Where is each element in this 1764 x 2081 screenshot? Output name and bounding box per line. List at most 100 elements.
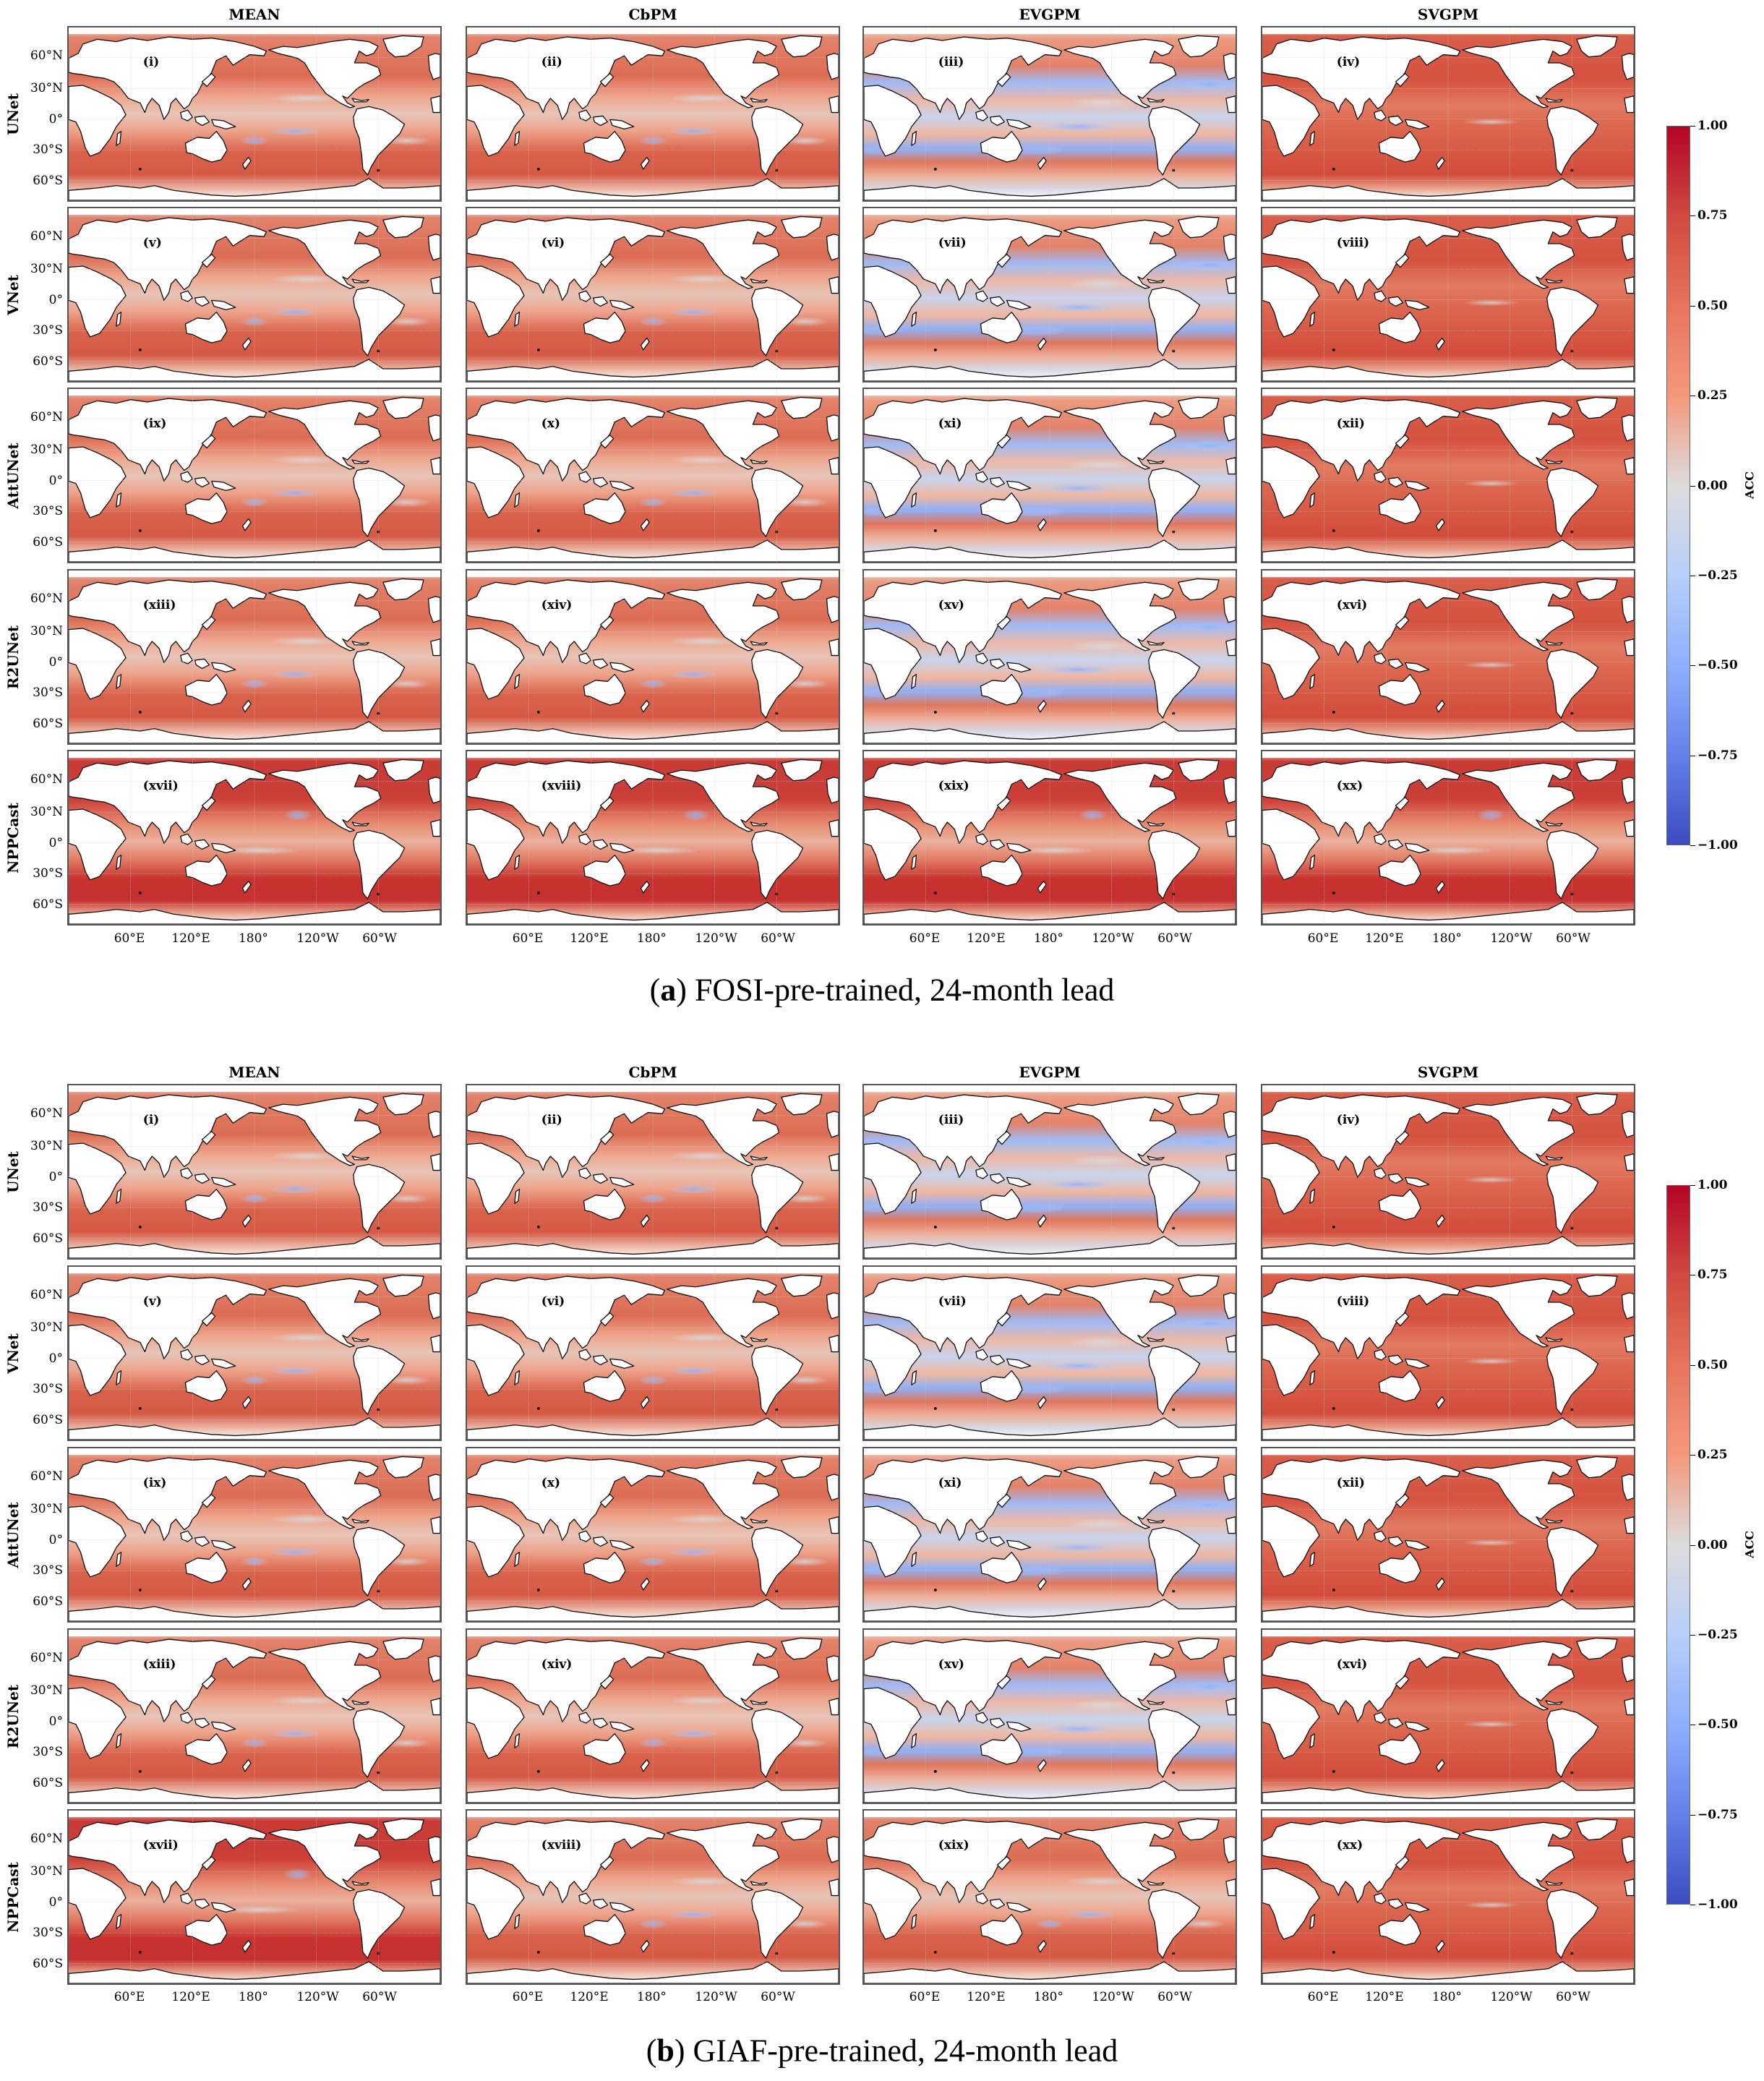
panel-label: (x) <box>541 1476 561 1491</box>
longitude-tick-label: 120°W <box>695 1990 737 2004</box>
latitude-tick-label: 30°S <box>33 1382 63 1397</box>
column-title: SVGPM <box>1417 6 1479 23</box>
panel-label: (viii) <box>1336 1294 1370 1309</box>
acc-map <box>467 1085 839 1258</box>
colorbar-title: ACC <box>1742 1531 1757 1558</box>
map-panel: (ix) <box>67 1447 442 1623</box>
panel-label: (xvii) <box>142 1838 179 1853</box>
panel-label: (ii) <box>541 55 562 70</box>
colorbar-tick <box>1690 126 1695 127</box>
colorbar-tick-label: −1.00 <box>1697 1897 1738 1912</box>
longitude-tick-label: 60°E <box>512 1990 544 2004</box>
latitude-tick-label: 0° <box>48 292 63 307</box>
map-panel: (i) <box>67 1084 442 1260</box>
map-panel: (vii) <box>862 207 1237 383</box>
map-panel: (iii) <box>862 26 1237 202</box>
latitude-tick-label: 30°N <box>30 1320 63 1336</box>
latitude-tick-label: 30°N <box>30 1864 63 1879</box>
map-panel: (i) <box>67 26 442 202</box>
latitude-tick-label: 60°S <box>33 534 63 550</box>
colorbar-title: ACC <box>1742 471 1757 499</box>
map-panel: (iv) <box>1261 1084 1635 1260</box>
latitude-tick-label: 30°N <box>30 1139 63 1154</box>
caption-letter-bold: a <box>660 972 677 1008</box>
colorbar-tick-label: −1.00 <box>1697 838 1738 853</box>
latitude-tick-label: 30°N <box>30 805 63 820</box>
latitude-tick-label: 30°N <box>30 1502 63 1517</box>
latitude-tick-label: 60°S <box>33 1412 63 1427</box>
caption-letter: (b) <box>646 2033 685 2069</box>
acc-map <box>864 1811 1236 1983</box>
longitude-tick-label: 120°E <box>1365 931 1404 946</box>
colorbar-tick-label: −0.75 <box>1697 1807 1738 1822</box>
map-panel: (ii) <box>466 26 840 202</box>
longitude-tick-label: 120°E <box>171 931 210 946</box>
map-panel: (xix) <box>862 750 1237 926</box>
colorbar-tick-label: 0.50 <box>1697 1357 1728 1372</box>
acc-map <box>69 27 440 200</box>
panel-label: (xiv) <box>541 1657 573 1672</box>
colorbar-tick-label: 1.00 <box>1697 119 1728 133</box>
map-panel: (xiii) <box>67 569 442 745</box>
panel-label: (v) <box>142 1294 162 1309</box>
panel-label: (xiii) <box>142 598 176 613</box>
latitude-tick-label: 60°S <box>33 1594 63 1609</box>
panel-label: (iv) <box>1336 1113 1361 1128</box>
latitude-tick-label: 60°N <box>30 48 63 64</box>
acc-map <box>467 208 839 381</box>
acc-map <box>1262 389 1634 562</box>
latitude-tick-label: 30°N <box>30 624 63 639</box>
colorbar-tick-label: 0.75 <box>1697 208 1728 223</box>
map-panel: (v) <box>67 207 442 383</box>
panel-label: (x) <box>541 416 561 432</box>
longitude-tick-label: 180° <box>1033 1990 1063 2004</box>
map-panel: (viii) <box>1261 1265 1635 1441</box>
latitude-tick-label: 30°S <box>33 685 63 701</box>
colorbar-tick-label: −0.25 <box>1697 568 1738 583</box>
latitude-tick-label: 60°S <box>33 1956 63 1971</box>
acc-map <box>467 1267 839 1440</box>
colorbar-tick-label: −0.75 <box>1697 748 1738 763</box>
colorbar-tick <box>1690 1364 1695 1366</box>
latitude-tick-label: 60°N <box>30 1651 63 1666</box>
acc-map <box>467 1448 839 1621</box>
panel-label: (vii) <box>938 236 967 251</box>
map-panel: (xiii) <box>67 1628 442 1804</box>
map-panel: (xv) <box>862 1628 1237 1804</box>
map-panel: (xi) <box>862 388 1237 563</box>
colorbar-tick-label: −0.50 <box>1697 1717 1738 1732</box>
colorbar-tick <box>1690 305 1695 307</box>
latitude-tick-label: 30°S <box>33 142 63 158</box>
colorbar-tick <box>1690 1634 1695 1636</box>
panel-label: (ii) <box>541 1113 562 1128</box>
column-title: EVGPM <box>1019 6 1081 23</box>
colorbar-tick <box>1690 665 1695 667</box>
panel-label: (xii) <box>1336 1476 1365 1491</box>
latitude-tick-label: 60°N <box>30 1288 63 1303</box>
acc-map <box>467 389 839 562</box>
latitude-tick-label: 60°S <box>33 897 63 912</box>
panel-label: (iii) <box>938 55 964 70</box>
acc-map <box>1262 1267 1634 1440</box>
latitude-tick-label: 30°S <box>33 323 63 338</box>
panel-label: (vi) <box>541 1294 565 1309</box>
acc-map <box>1262 1448 1634 1621</box>
longitude-tick-label: 180° <box>1431 931 1462 946</box>
longitude-tick-label: 120°E <box>967 931 1006 946</box>
longitude-tick-label: 120°E <box>570 1990 609 2004</box>
map-panel: (vi) <box>466 1265 840 1441</box>
section-caption: (b) GIAF-pre-trained, 24-month lead <box>0 2033 1764 2069</box>
column-title: MEAN <box>228 6 281 23</box>
latitude-tick-label: 0° <box>48 473 63 488</box>
panel-label: (xvii) <box>142 779 179 794</box>
map-panel: (xii) <box>1261 388 1635 563</box>
latitude-tick-label: 60°N <box>30 1106 63 1121</box>
panel-label: (vii) <box>938 1294 967 1309</box>
acc-map <box>1262 208 1634 381</box>
acc-map <box>69 1448 440 1621</box>
acc-map <box>864 27 1236 200</box>
panel-label: (xii) <box>1336 416 1365 432</box>
acc-map <box>1262 1085 1634 1258</box>
map-panel: (xiv) <box>466 569 840 745</box>
map-panel: (iv) <box>1261 26 1635 202</box>
